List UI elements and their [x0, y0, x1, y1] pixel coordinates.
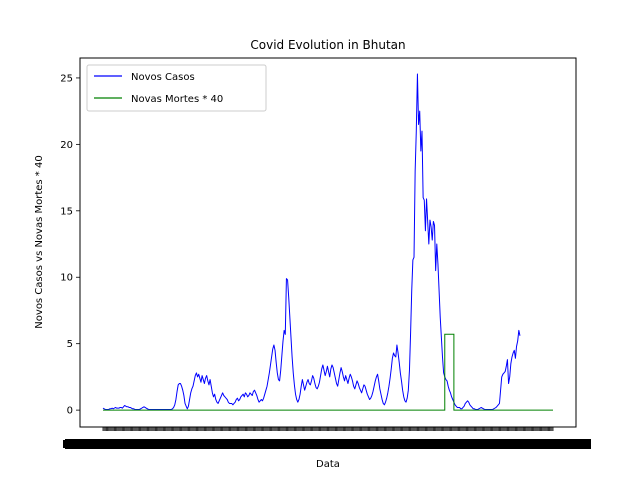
- x-axis-label: Data: [316, 459, 340, 470]
- legend-frame: [86, 64, 267, 112]
- series-layer: [102, 73, 553, 411]
- y-tick-label: 15: [60, 206, 73, 217]
- series-line-novas-mortes: [103, 333, 553, 411]
- y-tick-label: 5: [67, 339, 73, 350]
- y-tick-label: 10: [60, 273, 73, 284]
- series-line-novos-casos: [102, 73, 521, 410]
- chart-title: Covid Evolution in Bhutan: [250, 38, 405, 52]
- x-axis: [63, 427, 591, 449]
- y-axis: 0 5 10 15 20 25: [60, 73, 80, 417]
- plot-area-background: [80, 58, 576, 427]
- legend-label-novas-mortes: Novas Mortes * 40: [131, 94, 223, 105]
- y-tick-label: 25: [60, 73, 73, 84]
- legend: Novos Casos Novas Mortes * 40: [86, 64, 267, 112]
- legend-label-novos-casos: Novos Casos: [131, 72, 195, 83]
- x-tick-label-fragment: [63, 440, 66, 448]
- y-tick-label: 20: [60, 140, 73, 151]
- plot-frame: [79, 57, 577, 428]
- y-tick-label: 0: [67, 406, 73, 417]
- x-tick-labels-overlap: [65, 439, 591, 449]
- y-axis-label: Novos Casos vs Novas Mortes * 40: [34, 155, 45, 328]
